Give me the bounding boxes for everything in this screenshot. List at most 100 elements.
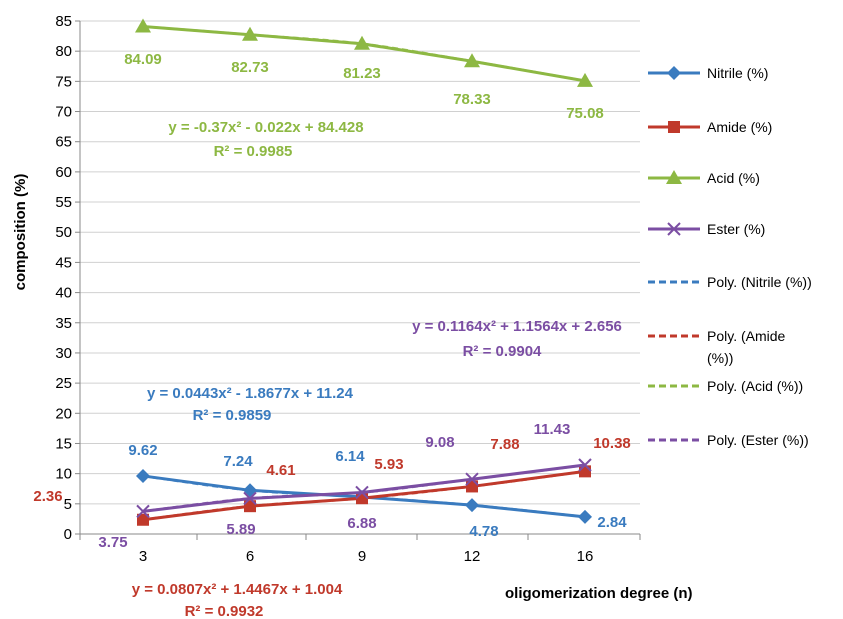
data-point bbox=[354, 35, 370, 50]
y-tick-label: 0 bbox=[64, 526, 72, 543]
data-label: 2.36 bbox=[33, 488, 62, 505]
legend-item: Acid (%) bbox=[648, 170, 760, 186]
legend-item: Poly. (Amide (%)) bbox=[648, 328, 786, 366]
legend-item: Poly. (Acid (%)) bbox=[648, 378, 803, 394]
y-axis-title: composition (%) bbox=[12, 174, 29, 291]
trendline-r2: R² = 0.9932 bbox=[185, 603, 264, 619]
trendline-r2: R² = 0.9904 bbox=[463, 343, 542, 360]
trendline-equations: y = 0.0443x² - 1.8677x + 11.24 R² = 0.985… bbox=[132, 119, 622, 619]
data-label: 5.89 bbox=[226, 521, 255, 538]
data-label: 10.38 bbox=[593, 435, 631, 452]
data-label: 4.61 bbox=[266, 462, 295, 479]
y-tick-label: 10 bbox=[55, 466, 72, 483]
series-line bbox=[142, 463, 586, 513]
y-tick-label: 35 bbox=[55, 315, 72, 332]
data-point bbox=[578, 458, 592, 472]
trendline-equation: y = 0.1164x² + 1.1564x + 2.656 bbox=[412, 318, 622, 335]
legend: Nitrile (%) Amide (%) Acid (%) Ester (%) Pol… bbox=[648, 65, 812, 448]
data-label: 3.75 bbox=[98, 534, 127, 551]
data-point bbox=[136, 504, 150, 519]
legend-label: (%)) bbox=[707, 350, 733, 366]
data-point bbox=[465, 472, 479, 486]
data-point bbox=[136, 468, 150, 483]
data-point bbox=[355, 485, 369, 500]
data-point bbox=[668, 121, 680, 133]
data-label: 7.24 bbox=[223, 453, 253, 470]
data-label: 5.93 bbox=[374, 456, 403, 473]
legend-label: Poly. (Ester (%)) bbox=[707, 432, 809, 448]
grid-lines bbox=[80, 20, 640, 505]
x-axis-title: oligomerization degree (n) bbox=[505, 585, 693, 602]
data-point-stroke bbox=[355, 485, 369, 500]
legend-item: Poly. (Nitrile (%)) bbox=[648, 274, 812, 290]
y-tick-label: 65 bbox=[55, 134, 72, 151]
x-tick-label: 9 bbox=[358, 548, 366, 565]
data-point bbox=[464, 53, 480, 68]
data-point bbox=[666, 170, 682, 184]
x-tick-label: 12 bbox=[464, 548, 481, 565]
x-tick-label: 6 bbox=[246, 548, 254, 565]
data-label: 9.62 bbox=[128, 442, 157, 459]
y-tick-label: 30 bbox=[55, 345, 72, 362]
data-point-stroke bbox=[136, 504, 150, 519]
data-labels: 9.62 7.24 6.14 4.78 2.84 2.36 4.61 5.93 7.88 10.3… bbox=[33, 51, 630, 551]
y-tick-label: 45 bbox=[55, 254, 72, 271]
x-tick-labels: 3 6 9 12 16 bbox=[139, 548, 594, 565]
y-tick-label: 15 bbox=[55, 435, 72, 452]
y-tick-label: 25 bbox=[55, 375, 72, 392]
data-series bbox=[135, 18, 593, 526]
data-label: 75.08 bbox=[566, 105, 604, 122]
data-point-stroke bbox=[667, 222, 681, 236]
trendline-r2: R² = 0.9859 bbox=[193, 407, 272, 424]
y-tick-labels: 0 5 10 15 20 25 30 35 40 45 50 55 60 65 70 75 80 85 bbox=[55, 13, 72, 543]
data-point bbox=[578, 509, 592, 524]
y-tick-label: 60 bbox=[55, 164, 72, 181]
y-tick-label: 80 bbox=[55, 43, 72, 60]
data-label: 11.43 bbox=[534, 421, 571, 438]
data-point bbox=[137, 513, 149, 526]
legend-item: Amide (%) bbox=[648, 119, 772, 135]
data-point bbox=[243, 491, 257, 506]
data-point bbox=[667, 66, 681, 80]
legend-label: Acid (%) bbox=[707, 170, 760, 186]
y-tick-label: 75 bbox=[55, 73, 72, 90]
data-label: 6.88 bbox=[347, 515, 376, 532]
axes bbox=[75, 20, 641, 540]
data-label: 81.23 bbox=[343, 65, 381, 82]
data-point-stroke bbox=[465, 472, 479, 486]
legend-label: Nitrile (%) bbox=[707, 65, 768, 81]
y-tick-label: 50 bbox=[55, 224, 72, 241]
data-point bbox=[244, 500, 256, 513]
trendline-r2: R² = 0.9985 bbox=[214, 143, 293, 160]
x-tick-label: 16 bbox=[577, 548, 594, 565]
data-label: 9.08 bbox=[425, 434, 454, 451]
x-tick-label: 3 bbox=[139, 548, 147, 565]
data-point bbox=[667, 222, 681, 236]
y-tick-label: 20 bbox=[55, 405, 72, 422]
y-tick-label: 70 bbox=[55, 104, 72, 121]
legend-label: Ester (%) bbox=[707, 221, 765, 237]
data-point bbox=[243, 483, 257, 498]
data-point bbox=[577, 72, 593, 87]
legend-item: Poly. (Ester (%)) bbox=[648, 432, 809, 448]
trendline-equation: y = 0.0807x² + 1.4467x + 1.004 bbox=[132, 581, 343, 598]
data-point bbox=[579, 465, 591, 478]
trendline-equation: y = -0.37x² - 0.022x + 84.428 bbox=[168, 119, 363, 136]
legend-item: Ester (%) bbox=[648, 221, 765, 237]
data-point bbox=[242, 26, 258, 41]
legend-label: Amide (%) bbox=[707, 119, 772, 135]
legend-label: Poly. (Nitrile (%)) bbox=[707, 274, 812, 290]
data-point-stroke bbox=[243, 491, 257, 506]
data-point bbox=[465, 498, 479, 513]
legend-item: Nitrile (%) bbox=[648, 65, 768, 81]
data-label: 2.84 bbox=[597, 514, 627, 531]
data-label: 7.88 bbox=[490, 436, 519, 453]
data-label: 78.33 bbox=[453, 91, 491, 108]
y-tick-label: 55 bbox=[55, 194, 72, 211]
legend-label: Poly. (Amide bbox=[707, 328, 786, 344]
data-point-stroke bbox=[578, 458, 592, 472]
data-label: 6.14 bbox=[335, 448, 365, 465]
y-tick-label: 40 bbox=[55, 285, 72, 302]
legend-label: Poly. (Acid (%)) bbox=[707, 378, 803, 394]
